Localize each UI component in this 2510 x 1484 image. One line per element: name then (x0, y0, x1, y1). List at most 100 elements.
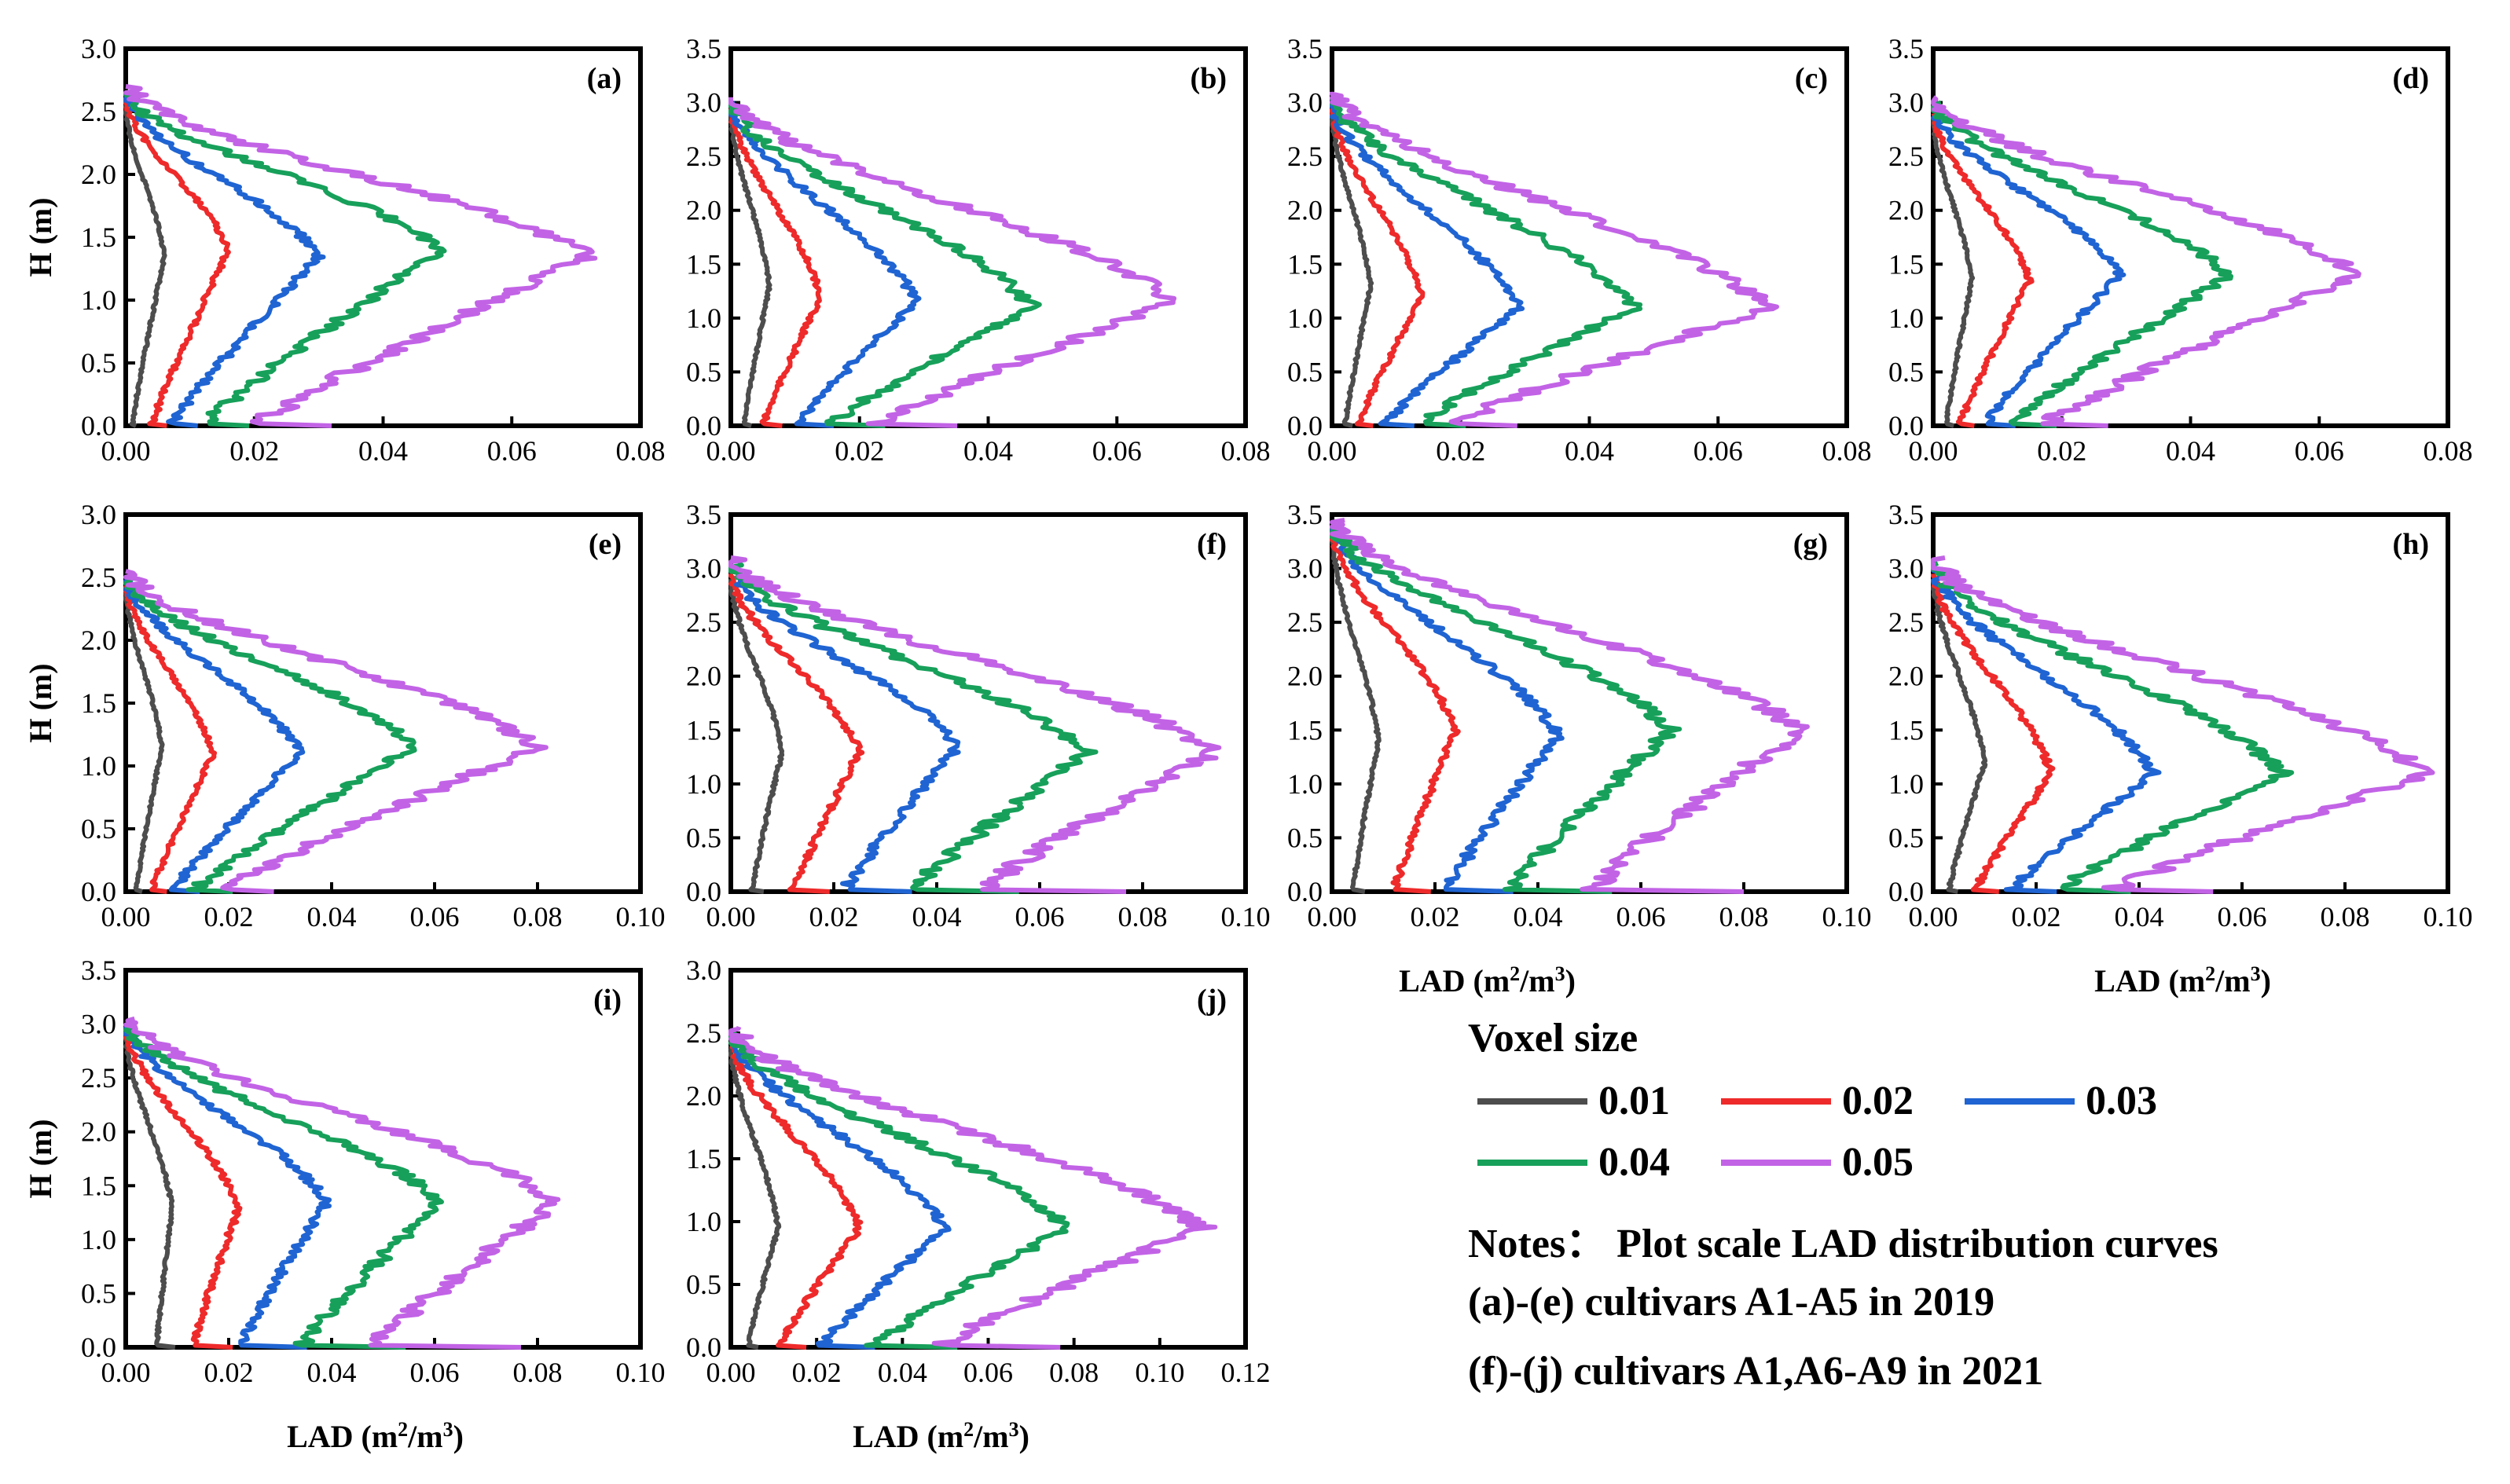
y-tick-label: 3.5 (1888, 499, 1924, 530)
y-axis-label: H (m) (23, 663, 58, 742)
x-tick-label: 0.00 (101, 1357, 151, 1388)
y-tick-label: 0.0 (686, 1332, 721, 1363)
x-tick-label: 0.02 (835, 435, 884, 467)
y-tick-label: 1.5 (686, 714, 721, 746)
y-tick-label: 3.0 (1888, 87, 1924, 119)
series-line-0.05 (728, 97, 1177, 428)
legend-label-0.02: 0.02 (1842, 1079, 1914, 1123)
legend-swatch-0.04 (1477, 1159, 1587, 1166)
x-tick-label: 0.10 (1822, 901, 1872, 933)
y-tick-label: 2.5 (686, 606, 721, 638)
panel-label: (d) (2393, 62, 2429, 95)
series-line-0.04 (1931, 100, 2233, 428)
x-axis-label: LAD (m2/m3) (1399, 962, 1576, 998)
y-tick-label: 1.0 (1888, 768, 1924, 800)
y-tick-label: 0.5 (686, 356, 721, 387)
plot-frame-4 (123, 512, 643, 894)
x-tick-label: 0.04 (307, 1357, 357, 1388)
y-tick-label: 2.5 (81, 96, 116, 127)
x-tick-label: 0.02 (1436, 435, 1485, 467)
x-tick-label: 0.04 (912, 901, 962, 933)
y-axis-label: H (m) (23, 1119, 58, 1198)
y-tick-label: 0.0 (1287, 876, 1323, 907)
y-tick-label: 2.0 (686, 195, 721, 226)
x-tick-label: 0.10 (616, 901, 666, 933)
y-tick-label: 2.0 (686, 661, 721, 692)
y-tick-label: 2.0 (81, 625, 116, 656)
series-line-0.02 (729, 1037, 864, 1350)
y-tick-label: 0.0 (686, 876, 721, 907)
y-tick-label: 3.5 (686, 33, 721, 64)
x-tick-label: 0.04 (1565, 435, 1614, 467)
x-tick-label: 0.04 (2166, 435, 2215, 467)
y-tick-label: 2.0 (1888, 195, 1924, 226)
x-tick-label: 0.06 (1092, 435, 1142, 467)
y-tick-label: 0.0 (1888, 876, 1924, 907)
legend-title: Voxel size (1468, 1016, 1638, 1061)
x-tick-label: 0.02 (2012, 901, 2061, 933)
series-line-0.02 (1931, 112, 2035, 428)
legend-label-0.01: 0.01 (1598, 1079, 1670, 1123)
legend-swatch-0.05 (1721, 1159, 1831, 1166)
y-tick-label: 1.0 (1287, 302, 1323, 334)
x-tick-label: 0.12 (1221, 1357, 1271, 1388)
panel-label: (a) (587, 62, 622, 95)
panel-label: (g) (1793, 528, 1828, 561)
x-tick-label: 0.10 (1221, 901, 1271, 933)
y-tick-label: 1.5 (81, 222, 116, 253)
series-line-0.02 (1330, 107, 1426, 428)
y-tick-label: 2.0 (1287, 195, 1323, 226)
x-tick-label: 0.00 (1308, 901, 1357, 933)
y-tick-label: 2.5 (1287, 141, 1323, 172)
x-tick-label: 0.06 (410, 1357, 460, 1388)
y-tick-label: 3.5 (81, 955, 116, 986)
x-axis-label: LAD (m2/m3) (2094, 962, 2271, 998)
x-tick-label: 0.08 (513, 1357, 563, 1388)
legend-swatch-0.03 (1965, 1097, 2075, 1105)
x-tick-label: 0.10 (1135, 1357, 1184, 1388)
series-line-0.03 (123, 94, 326, 428)
series-line-0.03 (729, 1031, 952, 1350)
y-tick-label: 1.5 (1287, 714, 1323, 746)
legend-item-0.02: 0.02 (1721, 1078, 1914, 1124)
series-line-0.05 (1330, 91, 1779, 428)
x-tick-label: 0.00 (101, 901, 151, 933)
series-line-0.05 (1931, 95, 2361, 428)
panel-label: (h) (2393, 528, 2429, 561)
y-tick-label: 2.0 (1888, 661, 1924, 692)
x-tick-label: 0.04 (2115, 901, 2164, 933)
legend-label-0.03: 0.03 (2086, 1079, 2157, 1123)
y-tick-label: 0.5 (1888, 356, 1924, 387)
x-tick-label: 0.00 (1909, 435, 1958, 467)
legend-swatch-0.02 (1721, 1097, 1831, 1105)
legend-label-0.04: 0.04 (1598, 1140, 1670, 1185)
series-line-0.05 (1330, 517, 1810, 894)
series-line-0.05 (728, 1025, 1218, 1350)
series-line-0.05 (123, 1016, 561, 1350)
series-line-0.03 (1330, 524, 1565, 894)
series-line-0.01 (728, 1044, 782, 1350)
y-tick-label: 1.0 (1888, 302, 1924, 334)
x-tick-label: 0.02 (792, 1357, 842, 1388)
legend-item-0.03: 0.03 (1965, 1078, 2157, 1124)
series-line-0.02 (728, 573, 865, 894)
series-line-0.05 (728, 555, 1222, 894)
plot-frame-0 (123, 46, 643, 428)
y-tick-label: 2.0 (81, 159, 116, 190)
x-tick-label: 0.08 (1221, 435, 1271, 467)
y-tick-label: 0.0 (686, 410, 721, 442)
series-line-0.01 (1931, 118, 1976, 428)
x-tick-label: 0.06 (487, 435, 537, 467)
series-line-0.02 (123, 582, 217, 894)
y-tick-label: 0.5 (1888, 822, 1924, 853)
y-tick-label: 3.0 (1287, 87, 1323, 119)
y-tick-label: 0.0 (81, 1332, 116, 1363)
y-tick-label: 3.5 (686, 499, 721, 530)
plot-frame-1 (728, 46, 1248, 428)
y-tick-label: 3.0 (1287, 553, 1323, 584)
y-tick-label: 2.5 (1888, 606, 1924, 638)
y-tick-label: 1.5 (686, 248, 721, 280)
panel-label: (f) (1197, 528, 1227, 561)
series-line-0.05 (123, 569, 549, 894)
